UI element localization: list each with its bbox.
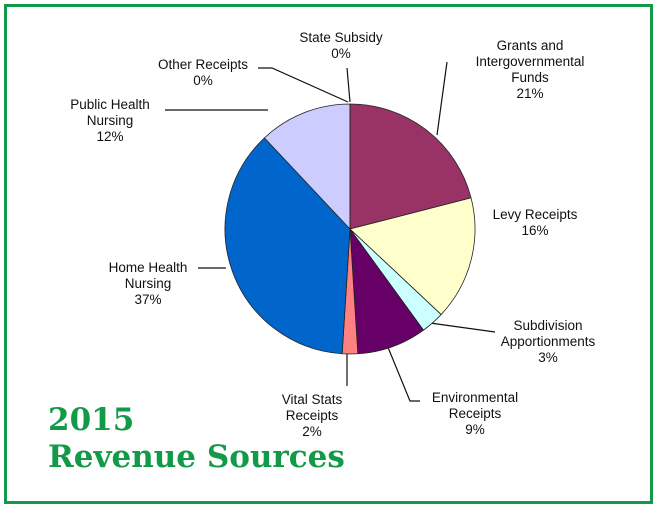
value-label: 21% [516, 86, 544, 101]
slice-label: Public Health Nursing 12% [70, 97, 150, 145]
value-label: 9% [465, 422, 485, 437]
value-label: 12% [96, 129, 124, 144]
leader-lines [165, 61, 496, 402]
category-label: Levy Receipts [492, 207, 578, 222]
slice-label: Home Health Nursing 37% [109, 260, 188, 308]
value-label: 0% [193, 73, 213, 88]
slice-label: State Subsidy 0% [299, 30, 382, 62]
category-label: State Subsidy [299, 30, 383, 45]
value-label: 2% [302, 424, 322, 439]
chart-title: 2015 Revenue Sources [48, 402, 345, 475]
value-label: 3% [538, 350, 558, 365]
value-label: 16% [521, 223, 549, 238]
frame [4, 4, 653, 504]
category-label: Grants and Intergovernmental Funds [475, 38, 585, 85]
slice [349, 103, 472, 230]
category-label: Vital Stats Receipts [281, 392, 343, 423]
category-label: Home Health Nursing [108, 260, 188, 291]
pie [224, 103, 476, 355]
value-label: 37% [134, 292, 162, 307]
category-label: Subdivision Apportionments [500, 318, 596, 349]
slice-label: Environmental Receipts 9% [432, 390, 518, 438]
slice [263, 103, 351, 231]
slice [349, 197, 476, 316]
category-label: Other Receipts [157, 57, 249, 72]
slice-label: Other Receipts 0% [158, 57, 248, 89]
slice-label: Grants and Intergovernmental Funds 21% [476, 38, 585, 102]
value-label: 0% [331, 46, 351, 61]
slice-label: Vital Stats Receipts 2% [282, 392, 343, 440]
category-label: Public Health Nursing [70, 97, 150, 128]
category-label: Environmental Receipts [431, 390, 519, 421]
slice [224, 137, 351, 355]
slice-label: Levy Receipts 16% [493, 207, 578, 239]
slice-label: Subdivision Apportionments 3% [501, 318, 596, 366]
